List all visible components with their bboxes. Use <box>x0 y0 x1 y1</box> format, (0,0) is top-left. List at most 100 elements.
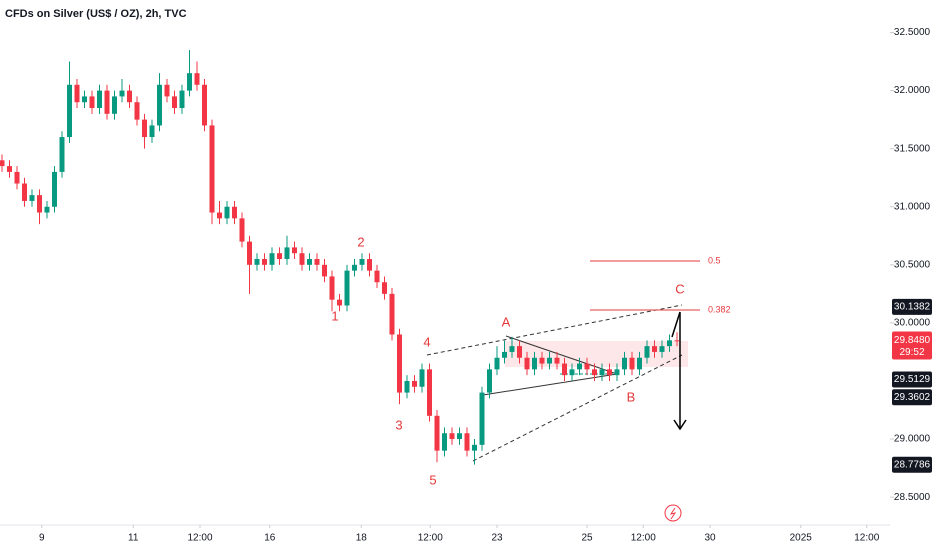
triangle-upper <box>505 335 618 375</box>
y-tick-label: 28.5000 <box>894 492 931 503</box>
candle-body <box>254 259 260 265</box>
candle-body <box>449 433 455 440</box>
candle-body <box>607 369 612 376</box>
channel-upper <box>426 304 683 356</box>
fib-label: 0.5 <box>708 255 721 265</box>
candle-body <box>419 369 425 387</box>
candle-body <box>554 357 560 364</box>
candle-body <box>464 433 470 451</box>
countdown: 29:52 <box>899 347 924 358</box>
candle-body <box>637 357 642 370</box>
candle-body <box>652 346 657 352</box>
candle-body <box>487 369 492 393</box>
candle-body <box>127 90 132 103</box>
event-icon <box>669 507 677 520</box>
price-tag <box>892 331 932 360</box>
y-tick-label: 32.5000 <box>894 27 931 38</box>
price-tag-label: 30.1382 <box>894 301 931 312</box>
candle-body <box>367 259 372 271</box>
candle-body <box>584 363 590 370</box>
x-tick-label: 18 <box>356 533 368 544</box>
price-tag-label: 29.8480 <box>894 335 931 346</box>
price-tag <box>892 371 932 388</box>
candle-body <box>262 259 267 265</box>
candle-body <box>7 166 12 172</box>
candle-body <box>149 125 155 138</box>
candle-body <box>352 264 357 271</box>
arrow-head <box>673 419 687 431</box>
candle-body <box>89 96 95 109</box>
price-tag-label: 28.7786 <box>894 459 931 470</box>
x-tick-label: 11 <box>128 533 139 544</box>
candle-body <box>667 340 672 347</box>
candle-body <box>592 369 597 376</box>
candle-body <box>329 276 335 300</box>
x-tick-label: 30 <box>704 533 716 544</box>
candle-body <box>457 433 462 440</box>
candle-body <box>104 90 110 114</box>
candle-body <box>284 247 290 260</box>
candle-body <box>337 299 342 306</box>
x-tick-label: 16 <box>264 533 276 544</box>
x-tick-label: 12:00 <box>418 533 443 544</box>
candle-body <box>292 247 297 254</box>
candle-body <box>577 363 582 370</box>
candle-body <box>74 84 80 103</box>
candle-body <box>524 357 530 370</box>
x-tick-label: 2025 <box>790 533 813 544</box>
candle-body <box>112 96 117 114</box>
candle-body <box>434 415 440 451</box>
candle-body <box>194 73 200 85</box>
candle-body <box>442 433 447 451</box>
y-tick-label: 31.0000 <box>894 201 931 212</box>
candle-body <box>599 369 605 376</box>
candle-body <box>97 90 102 109</box>
event-icon <box>664 504 682 522</box>
triangle-lower <box>482 373 618 396</box>
candle-body <box>674 340 680 342</box>
candle-body <box>314 259 320 265</box>
wave-label: A <box>502 314 511 329</box>
candle-body <box>44 206 50 213</box>
fib-label: 0.382 <box>708 304 731 314</box>
wave-label: 3 <box>395 417 402 432</box>
price-tag <box>892 298 932 315</box>
candle-body <box>622 357 627 370</box>
candle-body <box>547 357 552 364</box>
price-tag <box>892 456 932 473</box>
wave-label: 2 <box>357 234 364 249</box>
candle-body <box>562 363 567 376</box>
candle-body <box>14 171 20 184</box>
candle-body <box>179 90 185 109</box>
candle-body <box>142 119 147 138</box>
x-tick-label: 25 <box>581 533 593 544</box>
candle-body <box>322 264 327 277</box>
candle-body <box>269 253 275 265</box>
x-tick-label: 12:00 <box>854 533 879 544</box>
candle-body <box>217 212 222 219</box>
price-tag-label: 29.3602 <box>894 392 931 403</box>
wave-label: 5 <box>429 472 436 487</box>
candle-body <box>224 206 230 219</box>
candle-body <box>644 346 650 358</box>
price-tag-label: 29.5129 <box>894 374 931 385</box>
candle-body <box>629 357 635 370</box>
candle-body <box>239 218 245 242</box>
candle-body <box>472 444 477 451</box>
y-tick-label: 29.0000 <box>894 434 931 445</box>
x-tick-label: 23 <box>491 533 503 544</box>
wave-label: 4 <box>423 334 430 349</box>
candle-body <box>479 392 485 445</box>
candle-body <box>344 270 350 306</box>
wave-label: C <box>675 281 684 296</box>
candle-body <box>539 357 545 364</box>
candle-body <box>52 171 57 207</box>
candle-body <box>202 84 207 126</box>
y-tick-label: 30.0000 <box>894 318 931 329</box>
candle-body <box>0 160 5 167</box>
candle-body <box>532 357 537 370</box>
candle-body <box>307 259 312 265</box>
x-tick-label: 12:00 <box>187 533 212 544</box>
price-tag <box>892 389 932 406</box>
